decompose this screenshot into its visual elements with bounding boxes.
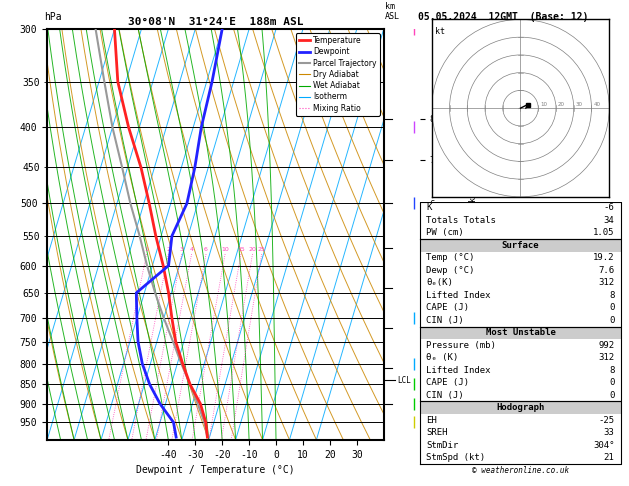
Text: 8: 8 — [609, 365, 615, 375]
Text: 30: 30 — [576, 103, 582, 107]
Text: 19.2: 19.2 — [593, 253, 615, 262]
Text: Lifted Index: Lifted Index — [426, 365, 491, 375]
Text: -25: -25 — [598, 416, 615, 425]
Text: SREH: SREH — [426, 428, 448, 437]
Text: CAPE (J): CAPE (J) — [426, 378, 469, 387]
Text: PW (cm): PW (cm) — [426, 228, 464, 237]
Text: 0: 0 — [609, 316, 615, 325]
Text: θₑ (K): θₑ (K) — [426, 353, 459, 362]
Text: 312: 312 — [598, 353, 615, 362]
Text: Most Unstable: Most Unstable — [486, 328, 555, 337]
Text: © weatheronline.co.uk: © weatheronline.co.uk — [472, 466, 569, 474]
Text: 6: 6 — [204, 247, 208, 252]
Title: 30°08'N  31°24'E  188m ASL: 30°08'N 31°24'E 188m ASL — [128, 17, 303, 27]
Text: 10: 10 — [221, 247, 229, 252]
Text: 10: 10 — [540, 103, 547, 107]
Text: Hodograph: Hodograph — [496, 403, 545, 412]
Text: 312: 312 — [598, 278, 615, 287]
Text: θₑ(K): θₑ(K) — [426, 278, 454, 287]
Text: 20: 20 — [558, 103, 565, 107]
Text: 40: 40 — [593, 103, 600, 107]
Bar — [420, 327, 621, 339]
Text: 1.05: 1.05 — [593, 228, 615, 237]
Text: K: K — [426, 204, 432, 212]
Text: 3: 3 — [180, 247, 184, 252]
Text: 8: 8 — [609, 291, 615, 300]
Text: 15: 15 — [237, 247, 245, 252]
Text: Temp (°C): Temp (°C) — [426, 253, 475, 262]
Text: kt: kt — [435, 27, 445, 35]
Text: Pressure (mb): Pressure (mb) — [426, 341, 496, 350]
Text: 33: 33 — [604, 428, 615, 437]
Text: Surface: Surface — [502, 241, 539, 250]
Text: 7.6: 7.6 — [598, 266, 615, 275]
Text: StmSpd (kt): StmSpd (kt) — [426, 453, 486, 462]
Bar — [420, 239, 621, 252]
Text: Totals Totals: Totals Totals — [426, 216, 496, 225]
Bar — [420, 401, 621, 414]
Text: 2: 2 — [166, 247, 170, 252]
Text: 21: 21 — [604, 453, 615, 462]
Text: CIN (J): CIN (J) — [426, 391, 464, 399]
Y-axis label: Mixing Ratio (g/kg): Mixing Ratio (g/kg) — [469, 187, 479, 282]
Legend: Temperature, Dewpoint, Parcel Trajectory, Dry Adiabat, Wet Adiabat, Isotherm, Mi: Temperature, Dewpoint, Parcel Trajectory… — [296, 33, 380, 116]
Text: 0: 0 — [609, 391, 615, 399]
Text: 25: 25 — [258, 247, 265, 252]
Text: hPa: hPa — [44, 12, 62, 22]
Text: 20: 20 — [248, 247, 257, 252]
Text: 992: 992 — [598, 341, 615, 350]
Text: CIN (J): CIN (J) — [426, 316, 464, 325]
Text: CAPE (J): CAPE (J) — [426, 303, 469, 312]
Text: LCL: LCL — [397, 376, 411, 385]
Text: 34: 34 — [604, 216, 615, 225]
Text: Dewp (°C): Dewp (°C) — [426, 266, 475, 275]
Text: StmDir: StmDir — [426, 441, 459, 450]
Text: -6: -6 — [604, 204, 615, 212]
Text: 304°: 304° — [593, 441, 615, 450]
Text: 4: 4 — [189, 247, 194, 252]
X-axis label: Dewpoint / Temperature (°C): Dewpoint / Temperature (°C) — [136, 465, 295, 475]
Text: EH: EH — [426, 416, 437, 425]
Text: 1: 1 — [145, 247, 148, 252]
Text: Lifted Index: Lifted Index — [426, 291, 491, 300]
Text: 0: 0 — [609, 378, 615, 387]
Text: 0: 0 — [609, 303, 615, 312]
Text: 05.05.2024  12GMT  (Base: 12): 05.05.2024 12GMT (Base: 12) — [418, 12, 589, 22]
Text: km
ASL: km ASL — [385, 1, 400, 21]
